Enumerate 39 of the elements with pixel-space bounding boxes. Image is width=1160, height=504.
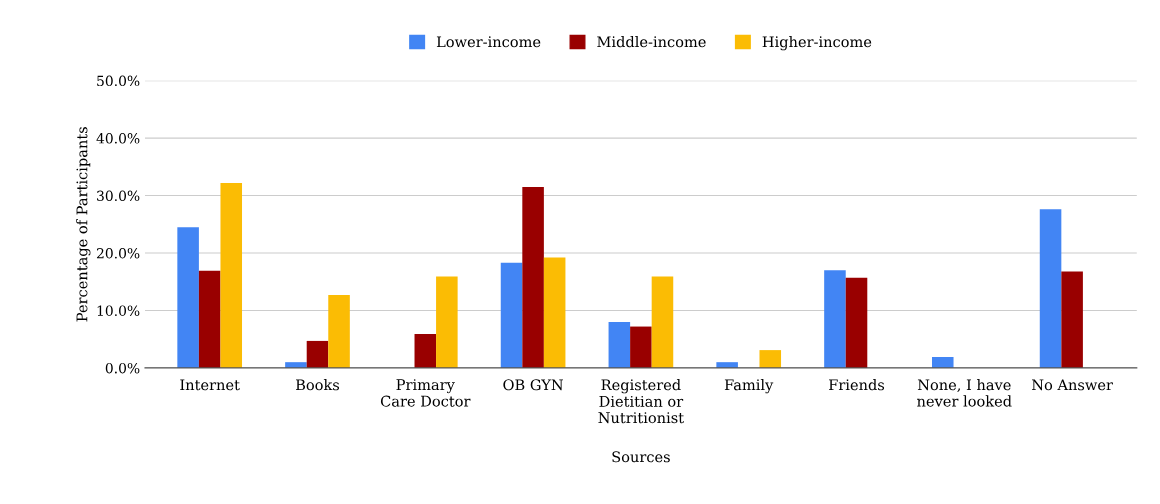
y-axis-title: Percentage of Participants: [76, 127, 91, 322]
bar: [608, 321, 631, 368]
x-tick-label: None, I have never looked: [917, 379, 1012, 407]
bar: [220, 182, 243, 368]
bar: [931, 357, 954, 368]
x-tick-label: No Answer: [1032, 379, 1113, 391]
bar: [651, 276, 674, 368]
x-tick-label: Registered Dietitian or Nutritionist: [598, 379, 684, 424]
legend-label: Middle-income: [597, 35, 706, 48]
x-tick-label: Books: [295, 379, 340, 391]
y-tick-label: 40.0%: [96, 133, 140, 144]
x-tick-label: OB GYN: [503, 379, 563, 391]
bar: [306, 340, 329, 368]
bar: [630, 326, 652, 368]
bar: [436, 276, 458, 368]
y-tick-label: 30.0%: [97, 190, 140, 202]
legend-label: Higher-income: [762, 35, 872, 51]
bar: [543, 257, 566, 368]
y-tick-label: 20.0%: [96, 247, 140, 259]
bar: [1061, 271, 1083, 368]
bar: [522, 186, 544, 368]
bar: [500, 262, 523, 368]
x-tick-label: Internet: [180, 379, 240, 391]
x-tick-label: Primary Care Doctor: [380, 379, 471, 407]
y-tick-label: 10.0%: [97, 305, 140, 316]
bar: [1039, 209, 1062, 368]
x-axis-title: Sources: [612, 451, 670, 463]
x-tick-label: Family: [724, 379, 774, 394]
bar: [414, 334, 437, 368]
bar: [845, 277, 868, 368]
y-tick-label: 0.0%: [105, 362, 140, 374]
bar: [198, 270, 221, 368]
bar: [759, 350, 782, 368]
y-tick-label: 50.0%: [97, 75, 140, 87]
legend-label: Lower-income: [436, 36, 541, 48]
x-tick-label: Friends: [829, 379, 885, 391]
bar: [328, 294, 350, 368]
bar: [824, 270, 846, 368]
bar: [177, 227, 199, 368]
